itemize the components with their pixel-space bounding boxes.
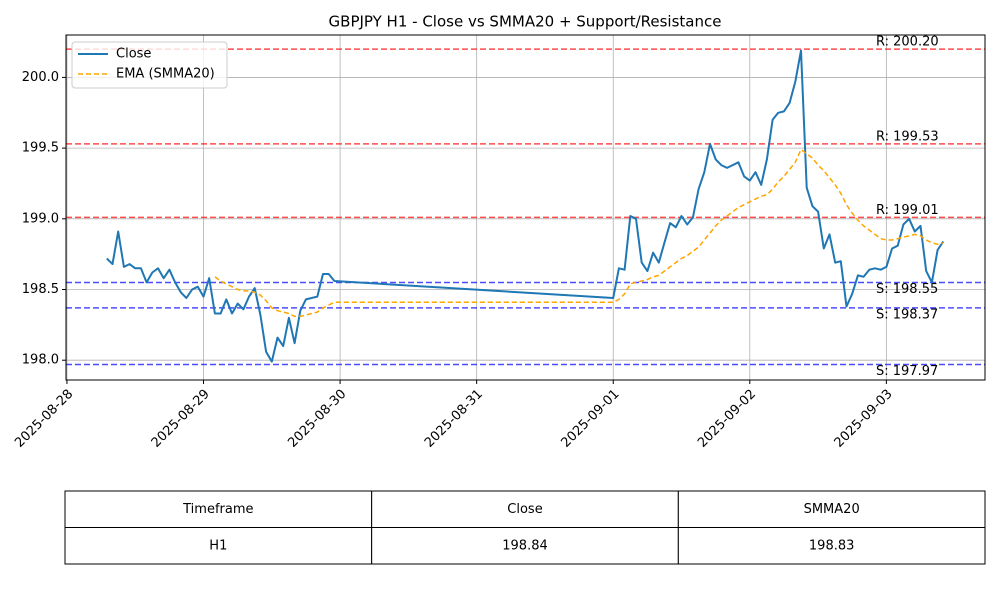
table-header: Timeframe <box>182 502 253 517</box>
resistance-label: R: 199.53 <box>876 129 939 144</box>
table-cell <box>371 527 679 565</box>
table-value: 198.83 <box>809 538 855 553</box>
y-tick-label: 199.5 <box>22 141 59 156</box>
resistance-label: R: 200.20 <box>876 35 939 50</box>
legend-box <box>71 41 228 89</box>
table-cell <box>371 490 679 528</box>
table-cell <box>677 527 986 565</box>
table-cell <box>64 527 373 565</box>
table-value: H1 <box>209 538 227 553</box>
series-line <box>214 148 944 318</box>
table-cell <box>677 490 986 528</box>
support-label: S: 198.37 <box>876 307 938 322</box>
support-label: S: 198.55 <box>876 282 938 297</box>
y-tick-label: 199.0 <box>22 211 59 226</box>
support-label: S: 197.97 <box>876 364 938 379</box>
plot-frame <box>65 34 986 381</box>
y-tick-label: 198.0 <box>22 353 59 368</box>
table-header: SMMA20 <box>804 502 860 517</box>
legend-label: Close <box>116 47 151 62</box>
resistance-label: R: 199.01 <box>876 203 939 218</box>
legend-label: EMA (SMMA20) <box>116 67 215 82</box>
table-value: 198.84 <box>502 538 548 553</box>
series-line <box>106 49 945 363</box>
chart-title: GBPJPY H1 - Close vs SMMA20 + Support/Re… <box>329 13 722 31</box>
y-tick-label: 198.5 <box>22 282 59 297</box>
y-tick-label: 200.0 <box>22 70 59 85</box>
table-header: Close <box>507 502 542 517</box>
